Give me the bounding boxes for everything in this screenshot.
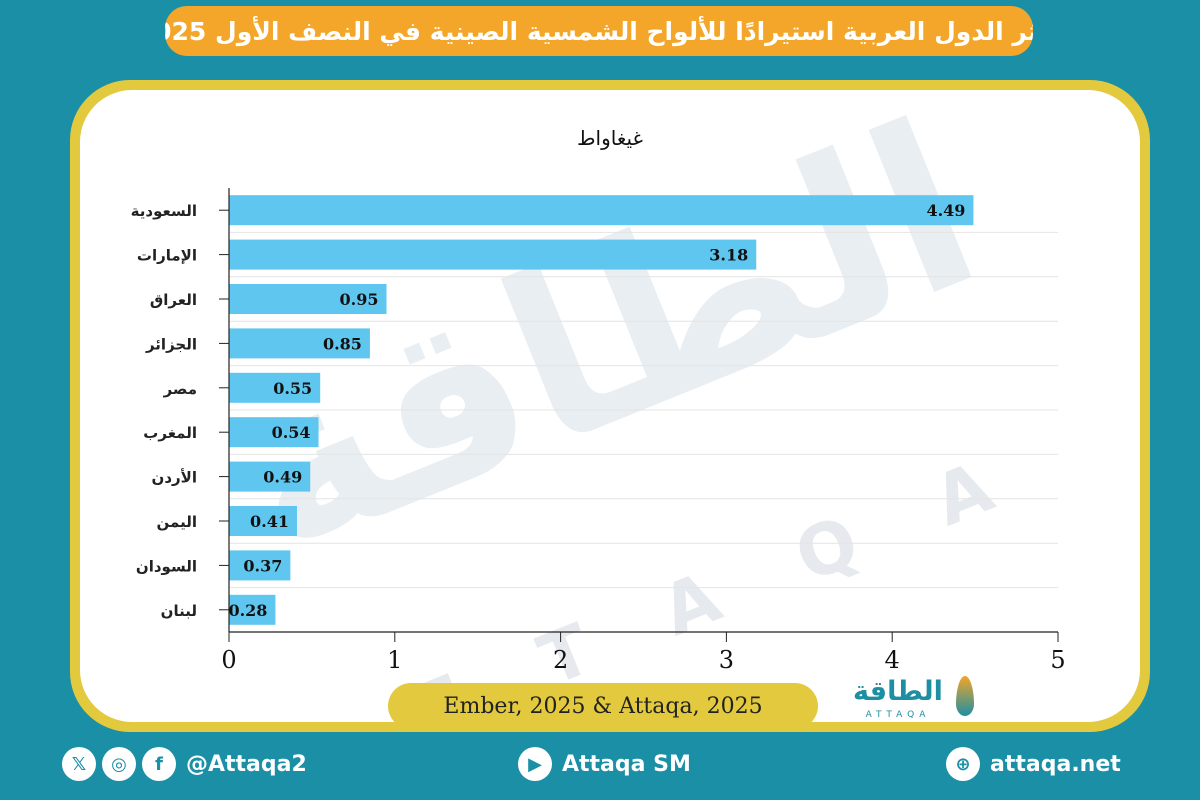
category-label: المغرب [143,424,197,442]
youtube-channel[interactable]: Attaqa SM [562,751,691,777]
bar [229,372,321,403]
website-url[interactable]: attaqa.net [990,751,1121,777]
bar [229,417,319,448]
bar [229,550,291,581]
instagram-icon[interactable]: ◎ [102,747,136,781]
x-icon[interactable]: 𝕏 [62,747,96,781]
category-label: العراق [150,291,197,309]
social-handle[interactable]: @Attaqa2 [186,751,307,777]
data-label: 4.49 [926,201,965,220]
category-label: السودان [136,557,197,575]
bar [229,284,387,314]
youtube-link: ▶ Attaqa SM [518,746,691,782]
data-label: 0.37 [243,556,282,575]
unit-label: غيغاواط [577,126,643,150]
website-link: ⊕ attaqa.net [946,746,1121,782]
category-label: اليمن [157,513,197,531]
data-label: 0.85 [323,334,362,353]
category-label: السعودية [131,202,197,220]
data-label: 0.54 [272,423,311,442]
x-tick-label: 5 [1050,646,1065,674]
x-tick-label: 1 [387,646,402,674]
x-tick-label: 3 [719,646,734,674]
logo-latin-text: ATTAQA [865,710,931,720]
globe-icon[interactable]: ⊕ [946,747,980,781]
attaqa-logo: الطاقة ATTAQA [842,674,976,726]
data-label: 0.41 [250,512,289,531]
source-label: Ember, 2025 & Attaqa, 2025 [388,683,818,729]
youtube-icon[interactable]: ▶ [518,747,552,781]
data-label: 0.95 [340,290,379,309]
data-label: 0.28 [228,601,267,620]
category-label: الأردن [152,469,197,487]
chart-title: أكثر الدول العربية استيرادًا للألواح الش… [165,6,1033,56]
category-label: لبنان [161,602,197,620]
data-label: 0.55 [273,379,312,398]
bar [229,594,276,625]
data-label: 3.18 [709,246,748,265]
bar [229,239,757,270]
bar [229,506,297,536]
bar [229,328,370,359]
facebook-icon[interactable]: f [142,747,176,781]
data-label: 0.49 [263,468,302,487]
x-tick-label: 0 [221,646,236,674]
x-tick-label: 2 [553,646,568,674]
category-label: الإمارات [137,247,197,265]
bar [229,195,974,226]
bar [229,461,311,492]
category-label: مصر [163,380,197,398]
x-tick-label: 4 [885,646,900,674]
category-label: الجزائر [145,335,197,353]
logo-arabic-text: الطاقة [853,676,943,707]
social-links: 𝕏 ◎ f @Attaqa2 [62,746,307,782]
drop-icon [956,676,974,716]
